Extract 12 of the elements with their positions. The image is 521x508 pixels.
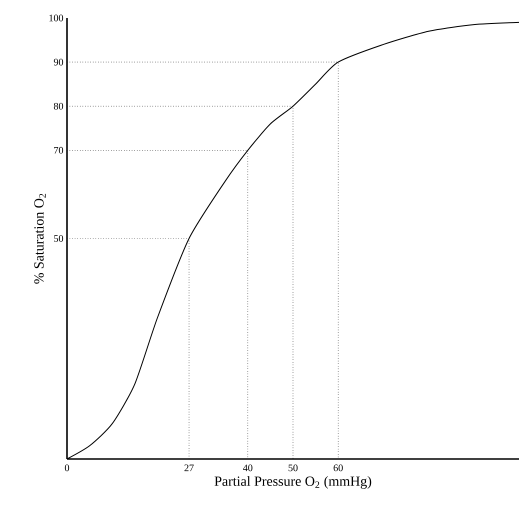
y-tick-label: 100	[49, 14, 64, 22]
x-tick-label: 50	[288, 464, 298, 472]
x-axis-title: Partial Pressure O$_{2}$ (mmHg)	[214, 476, 372, 489]
x-tick-label: 0	[64, 464, 70, 472]
x-tick-label: 40	[243, 464, 252, 472]
y-tick-label: 50	[54, 235, 64, 242]
y-axis-title: % Saturation O$_{2}$	[34, 194, 46, 284]
y-tick-label: 70	[54, 146, 64, 154]
y-tick-label: 90	[54, 58, 64, 66]
x-tick-label: 27	[184, 464, 194, 472]
x-tick-label: 60	[334, 464, 343, 472]
y-tick-label: 80	[54, 102, 64, 110]
